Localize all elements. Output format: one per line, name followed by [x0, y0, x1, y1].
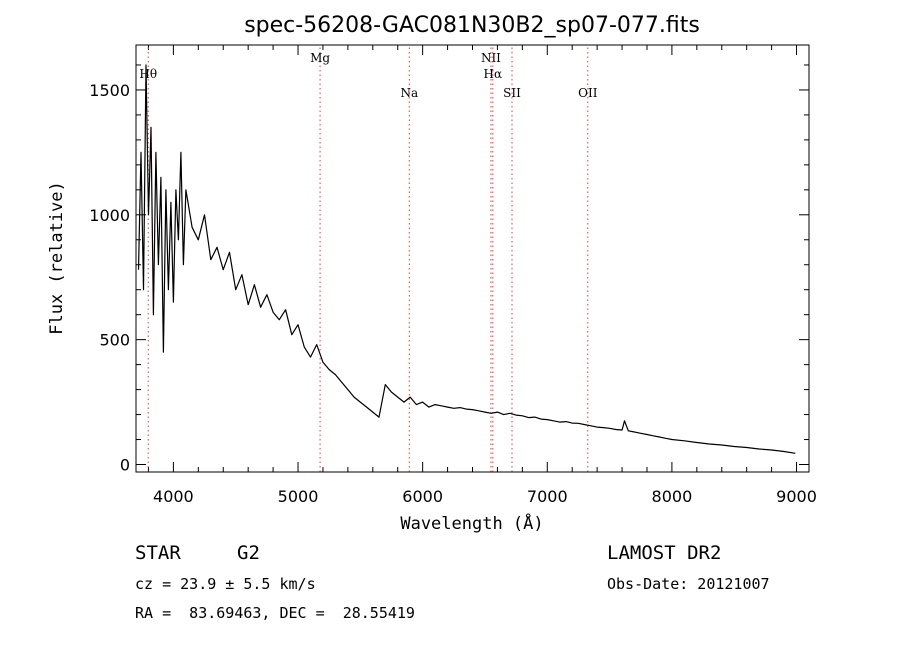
spectral-line-label: SII	[503, 86, 521, 100]
spectrum-line	[137, 64, 796, 454]
y-tick-label: 1500	[89, 81, 130, 100]
x-tick-label: 8000	[652, 487, 693, 506]
y-tick-label: 1000	[89, 206, 130, 225]
plot-area: 4000 5000 6000 7000 8000 9000 0 500 1000 1500 Hθ Mg…	[89, 45, 817, 506]
y-axis-title: Flux (relative)	[47, 181, 67, 335]
object-subclass: G2	[237, 542, 260, 564]
x-tick-label: 9000	[776, 487, 817, 506]
x-tick-label: 6000	[402, 487, 443, 506]
chart-title: spec-56208-GAC081N30B2_sp07-077.fits	[244, 13, 700, 38]
x-tick-label: 7000	[527, 487, 568, 506]
x-tick-label: 5000	[278, 487, 319, 506]
plot-frame	[135, 44, 810, 473]
x-tick-label: 4000	[153, 487, 194, 506]
spectral-line-label: Hθ	[139, 67, 157, 81]
redshift-cz: cz = 23.9 ± 5.5 km/s	[135, 575, 316, 593]
object-class: STAR	[135, 542, 181, 564]
spectral-line-label: Mg	[310, 51, 330, 65]
y-tick-label: 0	[120, 456, 130, 475]
spectral-line-label: NII	[481, 51, 501, 65]
survey-name: LAMOST DR2	[607, 542, 722, 564]
spectral-line-label: Hα	[484, 67, 503, 81]
spectral-line-label: Na	[400, 86, 418, 100]
x-axis-title: Wavelength (Å)	[400, 512, 543, 534]
observation-date: Obs-Date: 20121007	[607, 575, 770, 593]
sky-coordinates: RA = 83.69463, DEC = 28.55419	[135, 604, 415, 622]
spectral-line-label: OII	[578, 86, 598, 100]
y-tick-label: 500	[99, 331, 130, 350]
